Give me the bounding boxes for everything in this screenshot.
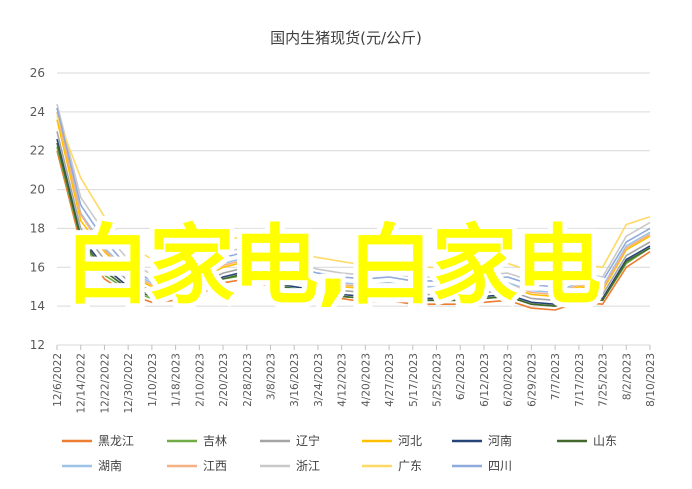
x-tick-label: 12/30/2022	[123, 353, 135, 414]
x-tick-label: 1/18/2023	[171, 353, 183, 407]
legend-item: 山东	[557, 434, 617, 448]
y-tick-label: 16	[30, 260, 45, 274]
x-tick-label: 7/7/2023	[550, 353, 562, 400]
x-tick-label: 5/25/2023	[432, 353, 444, 407]
series-line-10	[56, 107, 651, 288]
legend-item: 四川	[452, 459, 512, 473]
y-tick-label: 20	[30, 183, 45, 197]
series-line-6	[56, 107, 651, 294]
y-tick-label: 14	[30, 299, 45, 313]
legend-item: 江西	[167, 459, 227, 473]
x-tick-label: 3/16/2023	[289, 353, 301, 407]
y-axis: 12 14 16 18 20 22 24 26	[30, 66, 45, 352]
series-line-5	[56, 142, 651, 307]
x-tick-label: 7/25/2023	[598, 353, 610, 407]
x-tick-label: 4/12/2023	[337, 353, 349, 407]
x-tick-label: 6/2/2023	[455, 353, 467, 400]
x-tick-label: 2/10/2023	[194, 353, 206, 407]
legend-label: 河北	[398, 434, 422, 448]
y-tick-label: 12	[30, 338, 45, 352]
y-tick-label: 18	[30, 221, 45, 235]
y-tick-label: 24	[30, 105, 45, 119]
x-axis: 12/6/2022 12/14/2022 12/22/2022 12/30/2022 1…	[52, 345, 657, 414]
x-tick-label: 6/12/2023	[479, 353, 491, 407]
legend-item: 广东	[362, 459, 422, 473]
legend-label: 吉林	[203, 434, 227, 448]
gridlines	[57, 72, 650, 346]
x-tick-label: 3/24/2023	[313, 353, 325, 407]
series-line-2	[56, 131, 651, 302]
legend-label: 广东	[398, 459, 422, 473]
legend-item: 河南	[452, 433, 512, 448]
watermark-overlay-text: 白家电,白家电	[65, 216, 601, 316]
legend-item: 吉林	[167, 434, 227, 448]
x-tick-label: 2/20/2023	[218, 353, 230, 407]
series-line-3	[56, 119, 651, 298]
y-tick-label: 22	[30, 144, 45, 158]
series-lines	[56, 103, 651, 311]
legend-label: 湖南	[98, 458, 122, 473]
x-tick-label: 12/22/2022	[99, 353, 111, 414]
legend-label: 山东	[593, 434, 617, 448]
y-tick-label: 26	[30, 66, 45, 80]
legend-item: 辽宁	[260, 433, 320, 448]
x-tick-label: 4/27/2023	[384, 353, 396, 407]
series-line-7	[56, 111, 651, 296]
x-tick-label: 1/10/2023	[147, 353, 159, 407]
legend-label: 黑龙江	[98, 434, 134, 448]
x-tick-label: 4/20/2023	[360, 353, 372, 407]
x-tick-label: 12/6/2022	[52, 353, 64, 407]
x-tick-label: 3/8/2023	[265, 353, 277, 400]
legend-label: 河南	[488, 433, 512, 448]
chart-title: 国内生猪现货(元/公斤)	[270, 29, 422, 47]
legend-label: 江西	[203, 459, 227, 473]
legend-label: 四川	[488, 459, 512, 473]
series-line-8	[56, 103, 651, 284]
legend-item: 黑龙江	[62, 434, 134, 448]
legend-item: 浙江	[260, 459, 320, 473]
legend-item: 河北	[362, 434, 422, 448]
x-tick-label: 7/17/2023	[574, 353, 586, 407]
series-line-9	[56, 115, 651, 274]
x-tick-label: 8/2/2023	[621, 353, 633, 400]
legend-label: 浙江	[296, 459, 320, 473]
x-tick-label: 2/28/2023	[242, 353, 254, 407]
series-line-4	[56, 138, 651, 305]
x-tick-label: 8/10/2023	[645, 353, 657, 407]
x-tick-label: 6/20/2023	[503, 353, 515, 407]
x-tick-label: 5/17/2023	[408, 353, 420, 407]
legend-item: 湖南	[62, 458, 122, 473]
series-line-0	[56, 150, 651, 311]
legend-label: 辽宁	[296, 433, 320, 448]
x-tick-label: 12/14/2022	[76, 353, 88, 414]
x-tick-label: 6/29/2023	[526, 353, 538, 407]
